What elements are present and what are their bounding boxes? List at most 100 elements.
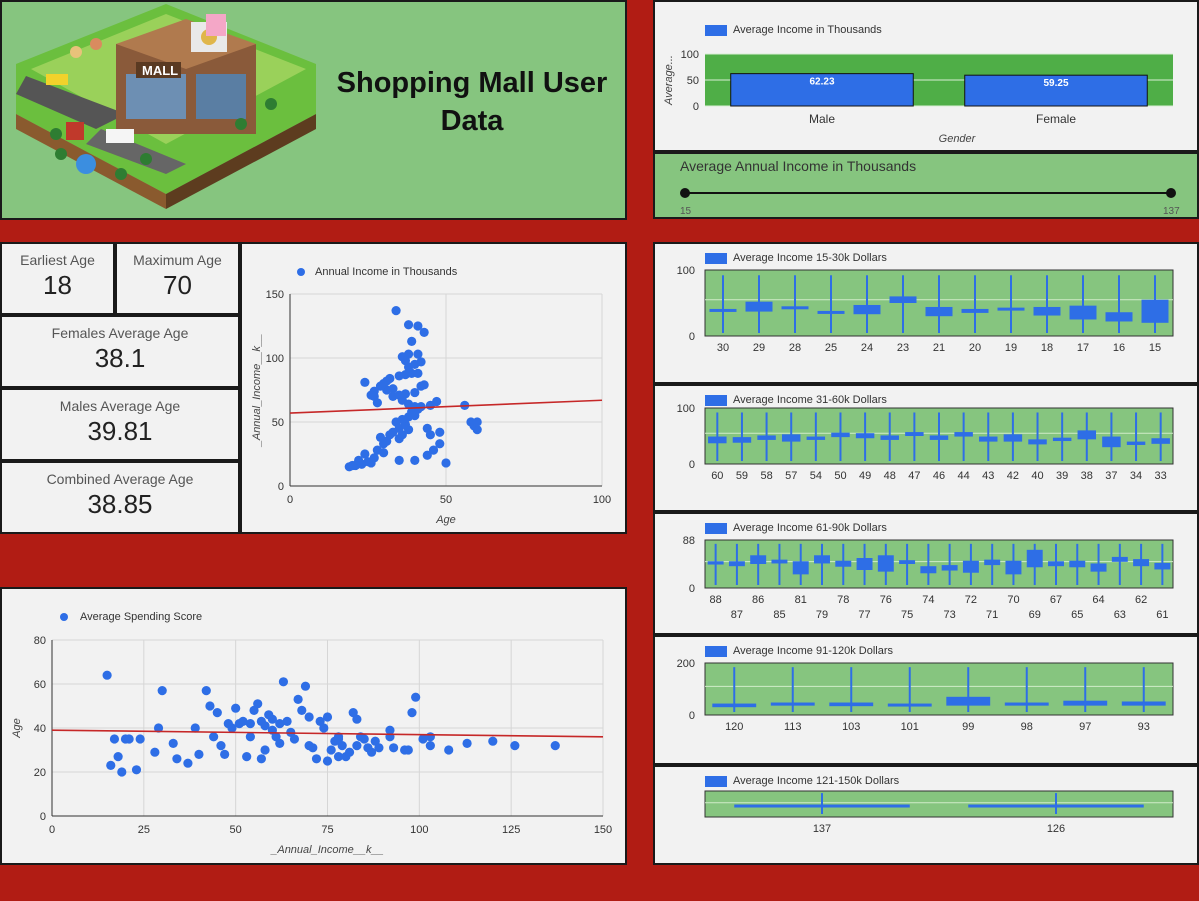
x-tick-label: 100: [410, 824, 428, 836]
data-point: [183, 758, 193, 768]
x-tick-label: 113: [784, 721, 802, 733]
income-spending-panel: Average Spending Score 0 25 50 75 100 125 150 0…: [0, 587, 627, 865]
x-tick-label: 70: [1007, 594, 1019, 606]
data-point: [488, 736, 498, 746]
kpi-earliest-age: Earliest Age 18: [0, 242, 115, 315]
data-point: [194, 749, 204, 759]
data-point: [153, 723, 164, 733]
x-tick-label: 75: [901, 609, 913, 621]
data-point: [326, 745, 336, 755]
legend-label: Average Income 31-60k Dollars: [733, 394, 887, 406]
kpi-males-average-age: Males Average Age 39.81: [0, 388, 240, 461]
range-bar: [855, 433, 875, 439]
y-tick-label: 50: [687, 75, 699, 87]
x-tick-label: 73: [944, 609, 956, 621]
gender-bar-chart: 0 50 100 62.23 Male 59.25 Female Gender Average.…: [663, 49, 1173, 145]
x-tick-label: 0: [49, 824, 55, 836]
data-point: [435, 427, 445, 437]
kpi-value: 38.85: [87, 489, 153, 519]
data-point: [172, 754, 182, 764]
data-point: [441, 458, 451, 468]
x-tick-label: 29: [753, 342, 765, 354]
y-axis-label: Average...: [663, 55, 675, 106]
x-tick-label: 57: [785, 470, 797, 482]
income-15-30-legend: Average Income 15-30k Dollars: [705, 252, 887, 264]
income-31-60-panel: Average Income 31-60k Dollars 0 100 60 59 58…: [653, 384, 1199, 512]
range-bar: [1033, 306, 1061, 316]
range-bar: [806, 436, 826, 440]
range-bar: [707, 561, 724, 565]
x-tick-label: 59: [736, 470, 748, 482]
data-point: [394, 455, 404, 465]
x-tick-label: 120: [725, 721, 743, 733]
y-tick-label: 0: [278, 481, 284, 493]
range-bar: [1154, 562, 1171, 570]
data-point: [435, 439, 445, 449]
x-tick-label: 126: [1047, 823, 1065, 835]
range-bar: [1141, 299, 1169, 323]
data-point: [403, 745, 413, 755]
x-tick-label: 71: [986, 609, 998, 621]
data-point: [403, 320, 414, 330]
legend-swatch: [705, 252, 727, 264]
range-bar: [831, 432, 850, 438]
gender-legend: Average Income in Thousands: [705, 24, 882, 36]
data-point: [275, 719, 285, 729]
slider-min-handle[interactable]: [680, 188, 690, 198]
range-bar: [814, 555, 830, 564]
y-tick-label: 50: [272, 417, 284, 429]
x-tick-label: 63: [1114, 609, 1126, 621]
x-tick-label: 60: [711, 470, 723, 482]
range-bar: [856, 558, 873, 570]
x-tick-label: 78: [837, 594, 849, 606]
kpi-combined-average-age: Combined Average Age 38.85: [0, 461, 240, 534]
data-point: [369, 453, 379, 463]
data-point: [432, 396, 442, 407]
kpi-label: Males Average Age: [59, 398, 181, 414]
data-point: [419, 327, 429, 337]
mall-illustration: MALL: [16, 4, 316, 209]
range-bar: [877, 555, 894, 572]
legend-swatch: [705, 775, 727, 787]
data-point: [135, 734, 145, 744]
x-tick-label: 40: [1031, 470, 1043, 482]
data-point: [379, 448, 389, 458]
age-income-legend: Annual Income in Thousands: [297, 266, 457, 278]
kpi-females-average-age: Females Average Age 38.1: [0, 315, 240, 388]
x-tick-label: 65: [1071, 609, 1083, 621]
slider-max-handle[interactable]: [1166, 188, 1176, 198]
x-tick-label: 79: [816, 609, 828, 621]
range-bar: [1133, 559, 1150, 567]
data-point: [354, 455, 364, 465]
x-tick-label: 99: [962, 721, 974, 733]
range-bar: [1026, 549, 1043, 568]
range-bar: [1111, 556, 1128, 562]
x-tick-label: 101: [901, 721, 919, 733]
data-point: [102, 670, 112, 680]
x-tick-label: 18: [1041, 342, 1053, 354]
data-point: [157, 686, 167, 696]
range-bar: [792, 561, 809, 575]
data-point: [425, 741, 435, 751]
range-bar: [1003, 434, 1023, 442]
legend-label: Average Spending Score: [80, 611, 203, 623]
data-point: [510, 741, 520, 751]
x-tick-label: 50: [230, 824, 242, 836]
x-tick-label: 85: [773, 609, 785, 621]
data-point: [462, 738, 472, 748]
x-tick-label: 54: [810, 470, 822, 482]
plot-area: [704, 790, 1174, 818]
range-bar: [920, 566, 937, 574]
x-tick-label: 81: [795, 594, 807, 606]
slider-track[interactable]: [685, 192, 1171, 194]
range-bar: [1151, 438, 1170, 444]
x-tick-label: 58: [760, 470, 772, 482]
data-point: [216, 741, 226, 751]
data-point: [289, 734, 300, 744]
income-15-30-chart: 0 100 30 29 28 25 24 23 21 20 19 18 17 16 15: [677, 265, 1174, 354]
x-axis-label: Age: [435, 514, 456, 526]
x-tick-label: 28: [789, 342, 801, 354]
kpi-value: 18: [43, 270, 72, 300]
x-tick-label: Male: [809, 112, 835, 126]
x-tick-label: 30: [717, 342, 729, 354]
